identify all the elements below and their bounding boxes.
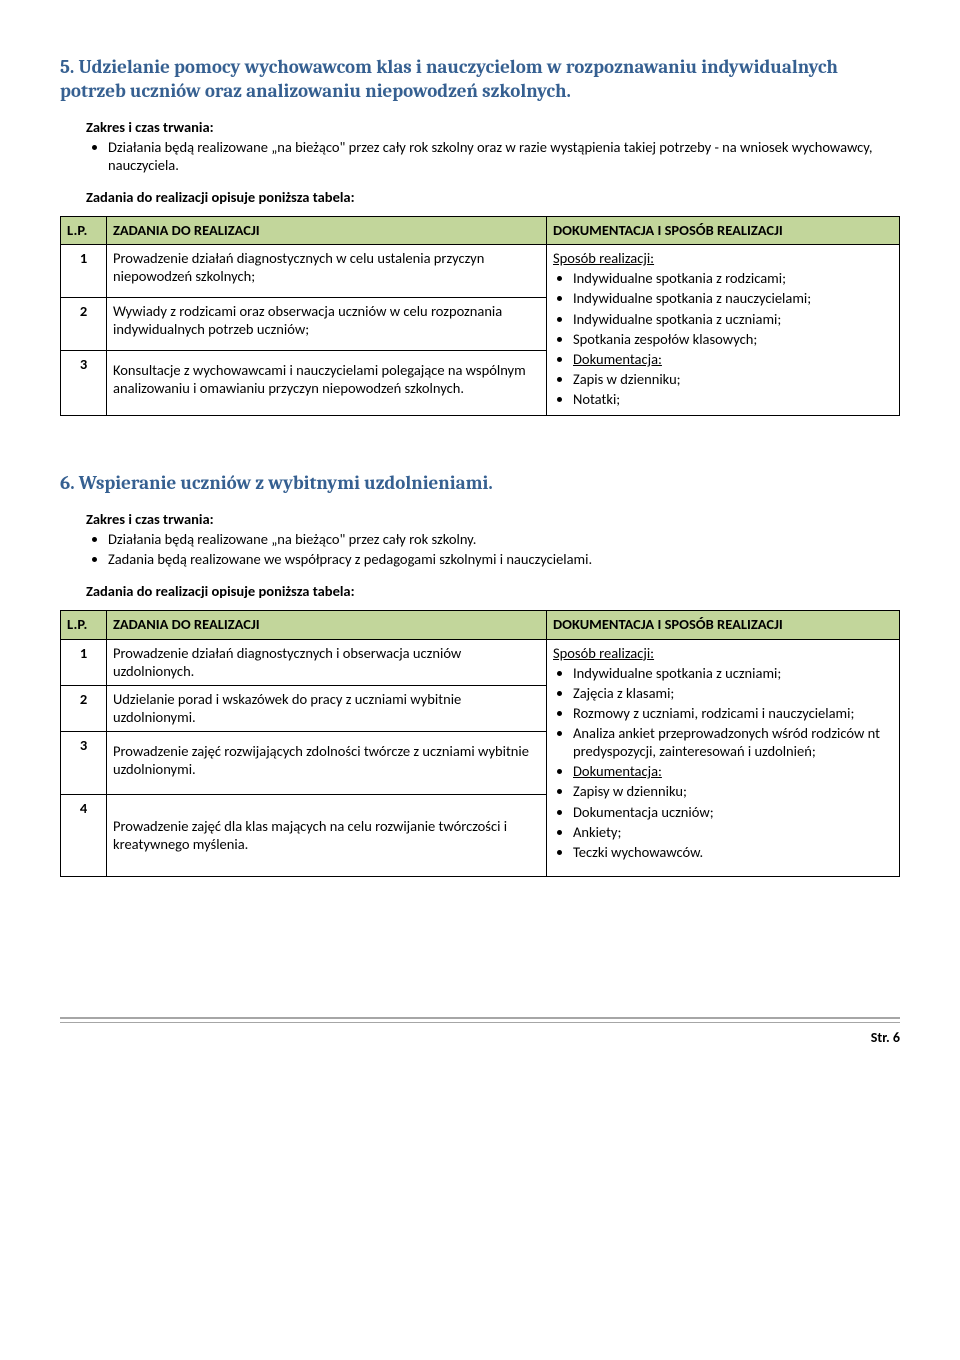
col-doc: DOKUMENTACJA I SPOSÓB REALIZACJI bbox=[547, 611, 900, 639]
section-5-scope-label: Zakres i czas trwania: bbox=[86, 118, 900, 136]
row-text: Prowadzenie zajęć rozwijających zdolnośc… bbox=[107, 732, 547, 795]
table-row: 1 Prowadzenie działań diagnostycznych i … bbox=[61, 639, 900, 685]
table-row: 1 Prowadzenie działań diagnostycznych w … bbox=[61, 245, 900, 298]
page-number: Str. 6 bbox=[60, 1029, 900, 1047]
row-num: 4 bbox=[61, 795, 107, 876]
doc-item: Zajęcia z klasami; bbox=[573, 684, 893, 702]
row-num: 2 bbox=[61, 685, 107, 731]
doc-item: Indywidualne spotkania z uczniami; bbox=[573, 664, 893, 682]
page-footer: Str. 6 bbox=[60, 1017, 900, 1047]
table-header-row: L.P. ZADANIA DO REALIZACJI DOKUMENTACJA … bbox=[61, 611, 900, 639]
doc-item: Dokumentacja: bbox=[573, 350, 893, 368]
col-lp: L.P. bbox=[61, 217, 107, 245]
row-text: Prowadzenie zajęć dla klas mających na c… bbox=[107, 795, 547, 876]
doc-item: Indywidualne spotkania z uczniami; bbox=[573, 310, 893, 328]
section-6-table-label: Zadania do realizacji opisuje poniższa t… bbox=[86, 582, 900, 600]
doc-item: Analiza ankiet przeprowadzonych wśród ro… bbox=[573, 724, 893, 760]
section-5-scope-item: Działania będą realizowane „na bieżąco" … bbox=[108, 138, 900, 174]
section-5-table: L.P. ZADANIA DO REALIZACJI DOKUMENTACJA … bbox=[60, 216, 900, 416]
doc-item: Dokumentacja: bbox=[573, 762, 893, 780]
row-text: Prowadzenie działań diagnostycznych w ce… bbox=[107, 245, 547, 298]
section-6-scope-item: Działania będą realizowane „na bieżąco" … bbox=[108, 530, 900, 548]
section-6-heading: 6. Wspieranie uczniów z wybitnymi uzdoln… bbox=[60, 472, 900, 496]
doc-item: Ankiety; bbox=[573, 823, 893, 841]
row-num: 3 bbox=[61, 350, 107, 415]
doc-realization-list: Indywidualne spotkania z rodzicami; Indy… bbox=[553, 269, 893, 408]
row-text: Wywiady z rodzicami oraz obserwacja uczn… bbox=[107, 297, 547, 350]
section-5-number: 5. bbox=[60, 56, 74, 80]
section-6-scope-list: Działania będą realizowane „na bieżąco" … bbox=[108, 530, 900, 568]
section-6-title: Wspieranie uczniów z wybitnymi uzdolnien… bbox=[79, 472, 493, 494]
section-6-scope-item: Zadania będą realizowane we współpracy z… bbox=[108, 550, 900, 568]
row-text: Udzielanie porad i wskazówek do pracy z … bbox=[107, 685, 547, 731]
doc-cell: Sposób realizacji: Indywidualne spotkani… bbox=[547, 245, 900, 416]
doc-item: Indywidualne spotkania z rodzicami; bbox=[573, 269, 893, 287]
col-lp: L.P. bbox=[61, 611, 107, 639]
doc-item: Zapis w dzienniku; bbox=[573, 370, 893, 388]
doc-realization-label: Sposób realizacji: bbox=[553, 644, 654, 662]
doc-item: Notatki; bbox=[573, 390, 893, 408]
doc-documentation-label: Dokumentacja: bbox=[573, 350, 662, 368]
section-5-title: Udzielanie pomocy wychowawcom klas i nau… bbox=[60, 56, 838, 102]
doc-realization-list: Indywidualne spotkania z uczniami; Zajęc… bbox=[553, 664, 893, 861]
doc-item: Spotkania zespołów klasowych; bbox=[573, 330, 893, 348]
section-6-table: L.P. ZADANIA DO REALIZACJI DOKUMENTACJA … bbox=[60, 610, 900, 876]
row-text: Prowadzenie działań diagnostycznych i ob… bbox=[107, 639, 547, 685]
col-task: ZADANIA DO REALIZACJI bbox=[107, 611, 547, 639]
doc-documentation-label: Dokumentacja: bbox=[573, 762, 662, 780]
row-num: 3 bbox=[61, 732, 107, 795]
section-6-number: 6. bbox=[60, 472, 75, 496]
section-6-scope-label: Zakres i czas trwania: bbox=[86, 510, 900, 528]
row-num: 1 bbox=[61, 245, 107, 298]
doc-item: Teczki wychowawców. bbox=[573, 843, 893, 861]
doc-item: Dokumentacja uczniów; bbox=[573, 803, 893, 821]
row-num: 1 bbox=[61, 639, 107, 685]
doc-cell: Sposób realizacji: Indywidualne spotkani… bbox=[547, 639, 900, 876]
col-doc: DOKUMENTACJA I SPOSÓB REALIZACJI bbox=[547, 217, 900, 245]
col-task: ZADANIA DO REALIZACJI bbox=[107, 217, 547, 245]
section-5-scope-list: Działania będą realizowane „na bieżąco" … bbox=[108, 138, 900, 174]
doc-item: Rozmowy z uczniami, rodzicami i nauczyci… bbox=[573, 704, 893, 722]
doc-realization-label: Sposób realizacji: bbox=[553, 249, 654, 267]
section-5-heading: 5. Udzielanie pomocy wychowawcom klas i … bbox=[60, 56, 900, 104]
doc-item: Zapisy w dzienniku; bbox=[573, 782, 893, 800]
table-header-row: L.P. ZADANIA DO REALIZACJI DOKUMENTACJA … bbox=[61, 217, 900, 245]
row-text: Konsultacje z wychowawcami i nauczyciela… bbox=[107, 350, 547, 415]
section-5-table-label: Zadania do realizacji opisuje poniższa t… bbox=[86, 188, 900, 206]
row-num: 2 bbox=[61, 297, 107, 350]
doc-item: Indywidualne spotkania z nauczycielami; bbox=[573, 289, 893, 307]
